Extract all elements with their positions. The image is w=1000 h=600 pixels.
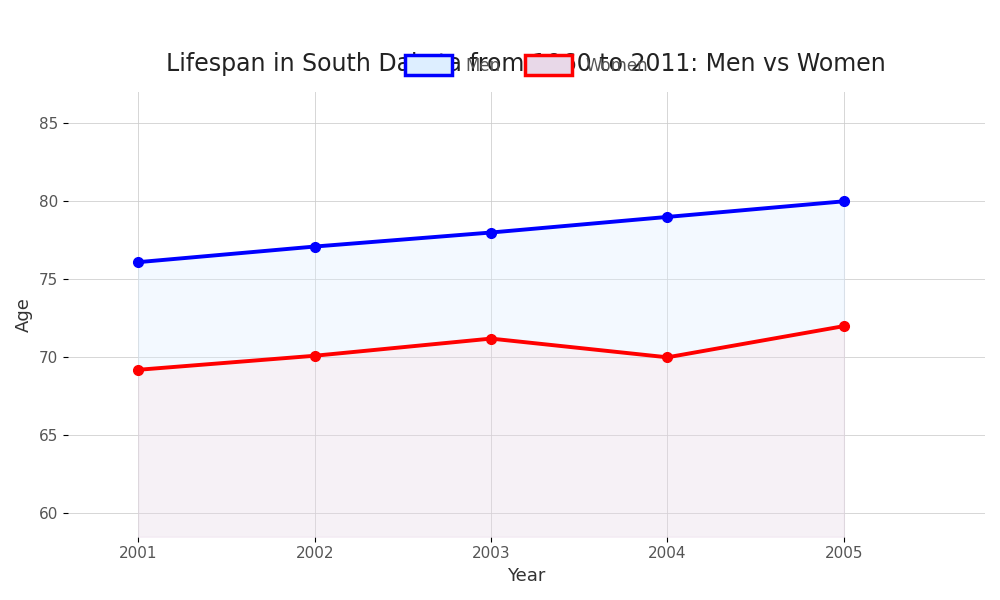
Legend: Men, Women: Men, Women — [397, 47, 656, 83]
Y-axis label: Age: Age — [15, 297, 33, 332]
Women — [309, 352, 321, 359]
Men — [132, 259, 144, 266]
Line: Men: Men — [133, 196, 849, 267]
Line: Women: Women — [133, 321, 849, 374]
Women — [132, 366, 144, 373]
Women — [838, 323, 850, 330]
Title: Lifespan in South Dakota from 1960 to 2011: Men vs Women: Lifespan in South Dakota from 1960 to 20… — [166, 52, 886, 76]
Men — [661, 214, 673, 221]
Men — [309, 243, 321, 250]
Men — [485, 229, 497, 236]
Women — [661, 354, 673, 361]
X-axis label: Year: Year — [507, 567, 546, 585]
Women — [485, 335, 497, 342]
Men — [838, 198, 850, 205]
